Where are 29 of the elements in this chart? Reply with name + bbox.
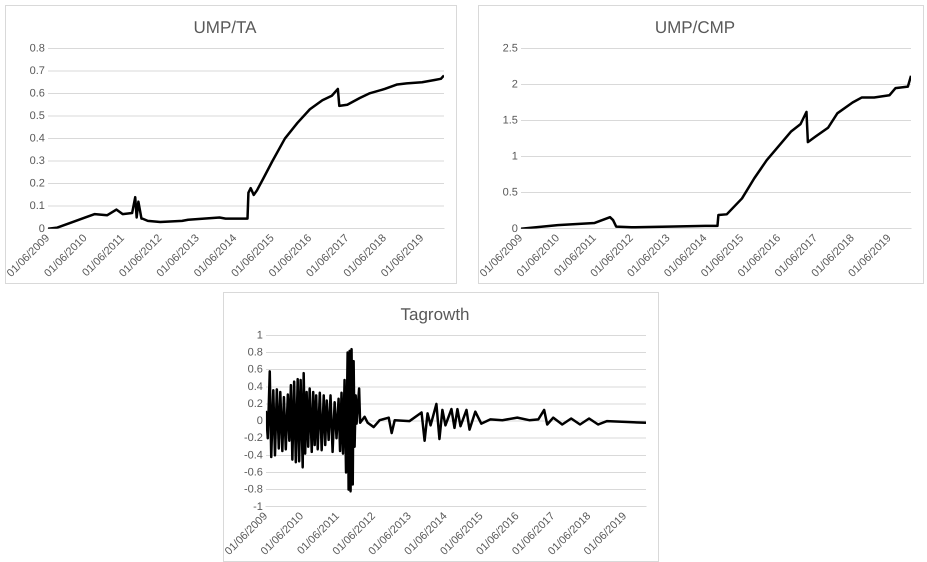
chart-title: Tagrowth	[400, 304, 470, 324]
y-tick-label: 0.5	[502, 186, 518, 199]
chart-title: UMP/CMP	[654, 18, 736, 37]
y-tick-label: 2	[512, 78, 518, 90]
y-tick-label: 0.6	[248, 364, 263, 376]
y-tick-label: 0.4	[248, 380, 263, 393]
y-tick-label: -0.4	[244, 449, 263, 462]
y-tick-label: 0.3	[30, 155, 45, 168]
y-tick-label: 0	[256, 415, 263, 428]
y-tick-label: 1	[256, 329, 263, 342]
y-tick-label: -0.6	[244, 466, 263, 478]
chart-title: UMP/TA	[194, 18, 258, 37]
y-tick-label: 0.2	[30, 178, 45, 190]
y-tick-label: 0	[38, 222, 45, 235]
y-tick-label: 1.5	[502, 114, 518, 127]
y-tick-label: 0.4	[30, 132, 45, 145]
y-tick-label: 0.8	[248, 346, 263, 359]
y-tick-label: 2.5	[502, 42, 518, 54]
y-tick-label: -0.2	[244, 432, 263, 444]
y-tick-label: -1	[253, 500, 263, 513]
y-tick-label: 0.6	[30, 88, 45, 100]
y-tick-label: 1	[512, 150, 518, 163]
y-tick-label: 0.8	[30, 42, 45, 54]
y-tick-label: 0.1	[30, 200, 45, 212]
y-tick-label: 0.7	[30, 64, 45, 77]
y-tick-label: -0.8	[244, 484, 263, 496]
y-tick-label: 0.5	[30, 110, 45, 122]
y-tick-label: 0	[512, 222, 518, 235]
y-tick-label: 0.2	[248, 398, 263, 410]
